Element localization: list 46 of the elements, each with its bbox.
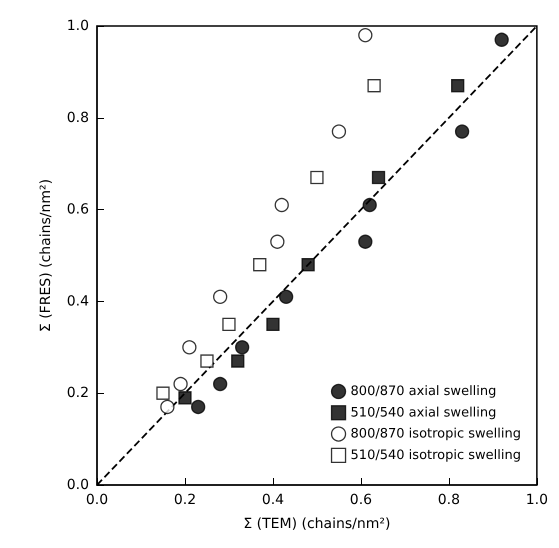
point [160,400,175,414]
point [367,79,381,92]
y-axis-title: Σ (FRES) (chains/nm²) [38,178,54,332]
x-tick-label: 0.4 [262,492,284,508]
point [191,400,206,414]
y-tick-label: 1.0 [66,18,89,34]
x-tick-label: 0.8 [438,492,460,508]
point [235,340,250,354]
y-tick-label: 0.4 [66,293,90,310]
y-tick-label: 0.6 [66,202,90,218]
legend-label: 800/870 axial swelling [350,384,496,399]
point [178,391,192,404]
y-tick-label: 0.8 [66,110,89,126]
point [358,234,372,249]
point [332,124,346,139]
legend-label: 800/870 isotropic swelling [350,426,522,442]
point [301,258,315,272]
y-tick-label: 0.2 [66,385,89,402]
point [451,79,464,92]
point [358,28,372,42]
x-tick-label: 0.0 [86,492,108,508]
legend-label: 510/540 isotropic swelling [350,448,522,463]
x-axis-title: Σ (TEM) (chains/nm²) [243,516,390,532]
point [310,170,324,184]
point [156,386,170,400]
x-tick-label: 1.0 [526,492,548,508]
point [454,124,470,139]
x-tick-label: 0.2 [174,492,196,508]
x-tick-label: 0.6 [350,492,372,508]
point [494,32,509,47]
point [266,318,280,331]
point [173,376,188,392]
point [372,170,386,184]
point [213,290,228,304]
point [200,354,214,368]
point [362,198,377,212]
point [274,198,289,212]
point [213,376,228,392]
point [279,290,294,304]
point [231,354,244,368]
point [222,318,236,331]
point [253,258,266,272]
legend-label: 510/540 axial swelling [350,405,496,420]
point [270,234,284,249]
y-tick-label: 0.0 [66,477,89,493]
point [182,340,197,354]
